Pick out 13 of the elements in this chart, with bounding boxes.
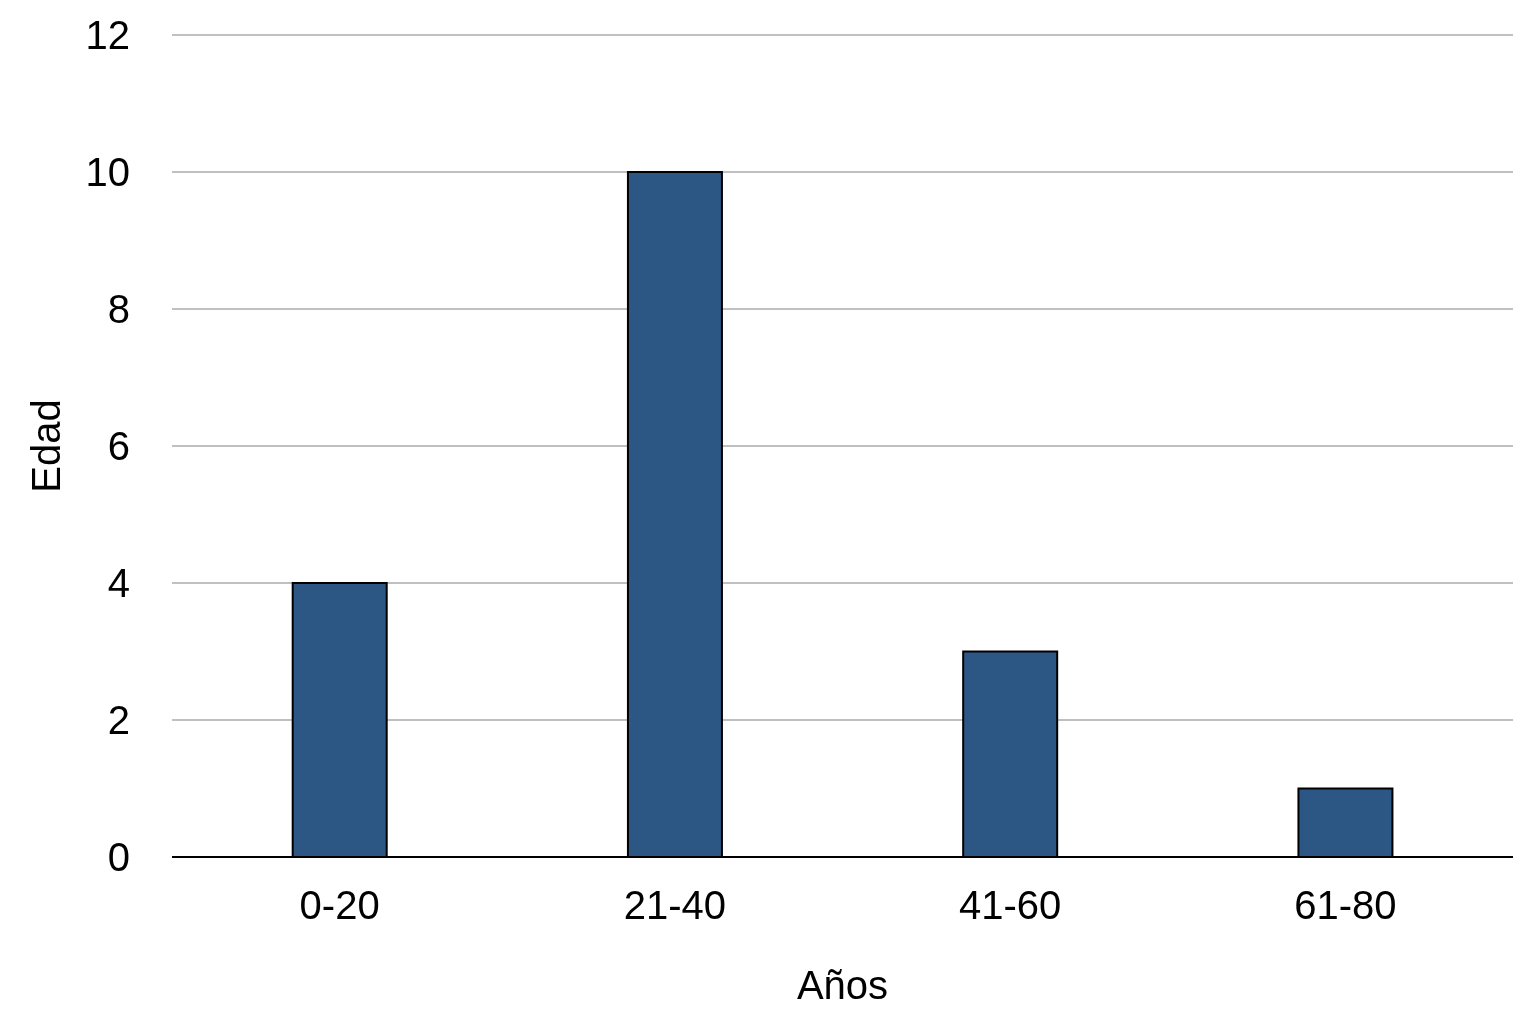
y-tick-label: 6: [107, 424, 130, 469]
y-tick-label: 12: [85, 13, 130, 58]
y-tick-label: 8: [107, 287, 130, 332]
y-tick-label: 2: [107, 698, 130, 743]
x-tick-label: 41-60: [958, 883, 1062, 928]
y-tick-label: 10: [85, 150, 130, 195]
x-tick-label: 0-20: [299, 883, 380, 928]
x-axis-title: Años: [796, 963, 889, 1007]
y-tick-label: 4: [107, 561, 130, 606]
y-axis-title: Edad: [24, 399, 68, 493]
x-tick-label: 21-40: [623, 883, 727, 928]
x-tick-label: 61-80: [1294, 883, 1397, 928]
y-tick-label: 0: [107, 835, 130, 880]
